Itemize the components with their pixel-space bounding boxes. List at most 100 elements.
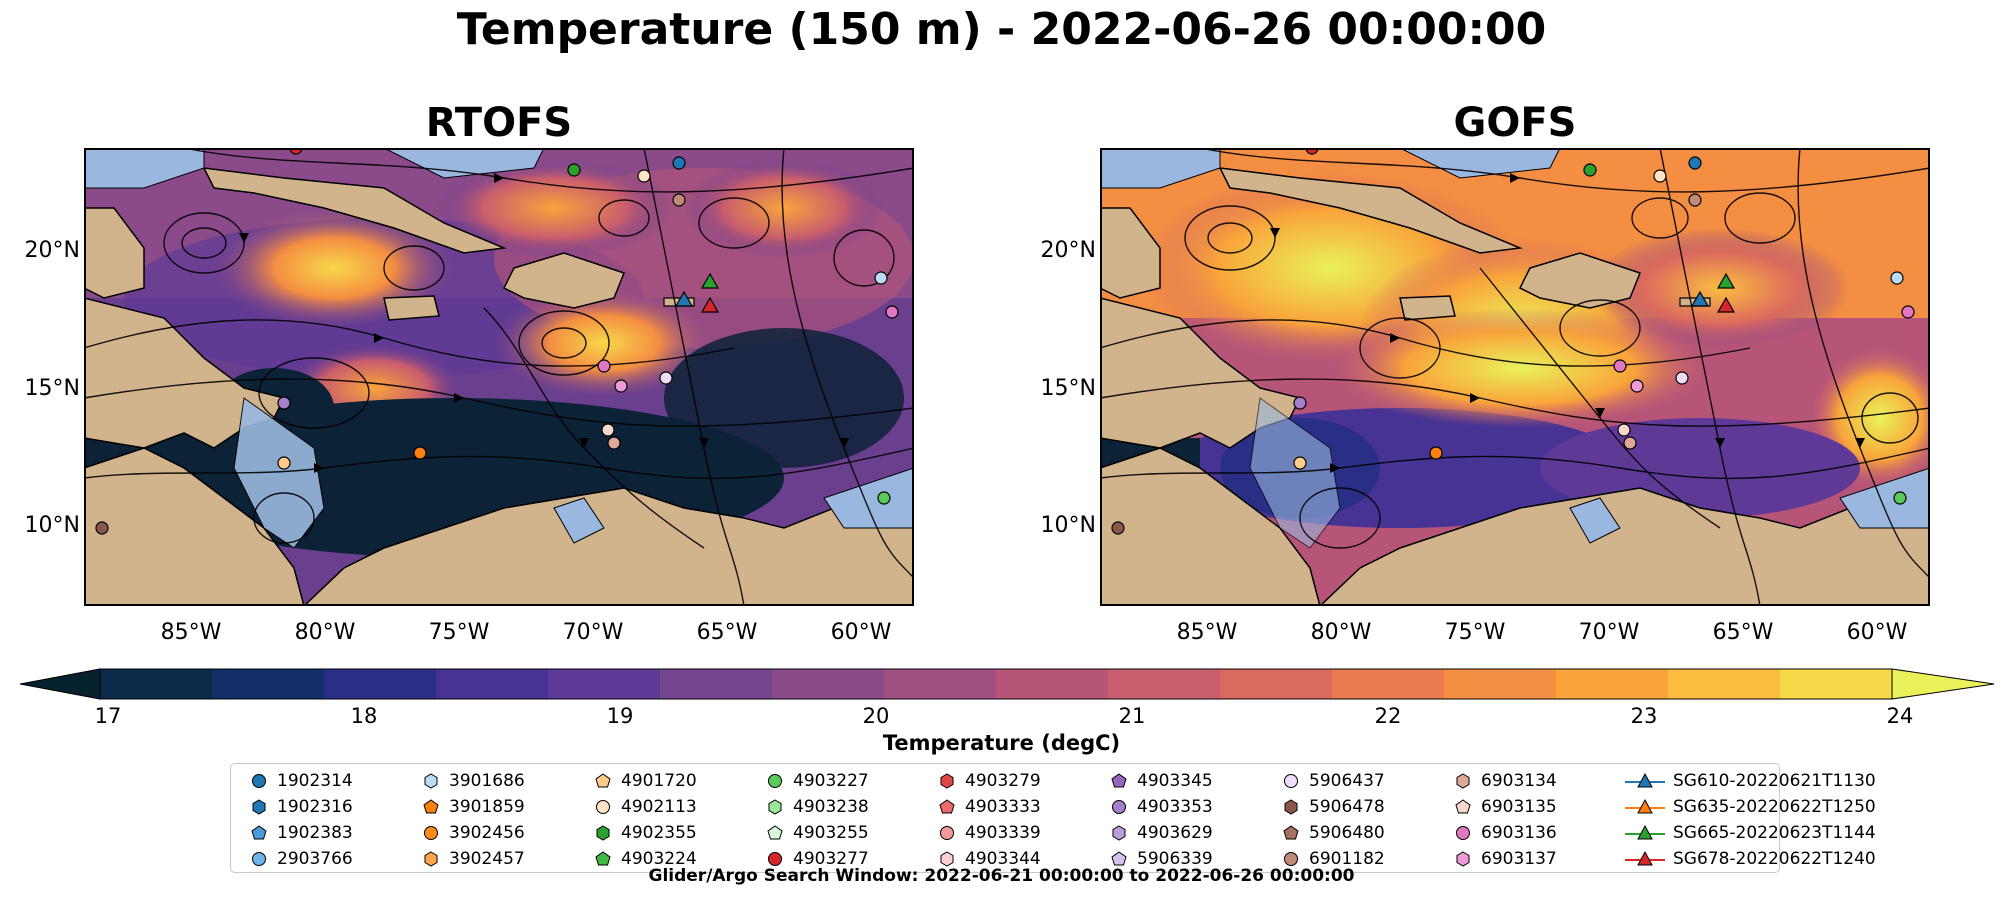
legend: 1902314 1902316 1902383 2903766 3901686 39018… [230, 763, 1876, 873]
colorbar-segment [212, 669, 325, 699]
pentagon-marker-icon [1109, 849, 1137, 869]
colorbar-tick-17: 17 [94, 704, 122, 728]
legend-item-label: 4903345 [1137, 771, 1213, 791]
legend-item-label: 3901686 [449, 771, 525, 791]
gofs-map-canvas [1100, 148, 1930, 606]
legend-item: 4903255 [765, 820, 869, 846]
legend-item: 4903339 [937, 820, 1041, 846]
pentagon-marker-icon [1281, 823, 1309, 843]
legend-item-label: 4903629 [1137, 823, 1213, 843]
circle-marker-icon [1281, 849, 1309, 869]
gofs-lat-tick-20n: 20°N [1040, 238, 1096, 263]
colorbar-segment [996, 669, 1109, 699]
legend-item: 6903137 [1453, 846, 1557, 872]
legend-item-label: SG635-20220622T1250 [1673, 797, 1876, 817]
legend-item: 4903629 [1109, 820, 1213, 846]
pentagon-marker-icon [1453, 797, 1481, 817]
legend-item: 4903344 [937, 846, 1041, 872]
circle-marker-icon [249, 849, 277, 869]
colorbar-tick-18: 18 [350, 704, 378, 728]
page-title: Temperature (150 m) - 2022-06-26 00:00:0… [456, 4, 1547, 55]
legend-item-label: 4902355 [621, 823, 697, 843]
hexagon-marker-icon [249, 797, 277, 817]
rtofs-lat-tick-15n: 15°N [24, 376, 80, 401]
legend-item-label: 4903238 [793, 797, 869, 817]
hexagon-marker-icon [1453, 771, 1481, 791]
legend-item: 6903135 [1453, 794, 1557, 820]
legend-item: 1902383 [249, 820, 353, 846]
colorbar-tick-19: 19 [606, 704, 634, 728]
legend-item-label: SG610-20220621T1130 [1673, 771, 1876, 791]
colorbar-segment [1780, 669, 1893, 699]
rtofs-lat-tick-10n: 10°N [24, 513, 80, 538]
circle-marker-icon [937, 823, 965, 843]
pentagon-marker-icon [937, 797, 965, 817]
circle-marker-icon [765, 849, 793, 869]
colorbar-segment [772, 669, 885, 699]
legend-item-label: 4901720 [621, 771, 697, 791]
legend-item-label: 4903333 [965, 797, 1041, 817]
colorbar-segment [660, 669, 773, 699]
circle-marker-icon [765, 771, 793, 791]
colorbar-segment [1108, 669, 1221, 699]
colorbar-tick-21: 21 [1118, 704, 1146, 728]
triangle-line-marker-icon [1625, 797, 1673, 817]
colorbar-segment [100, 669, 213, 699]
colorbar-segment [1556, 669, 1669, 699]
legend-item: SG665-20220623T1144 [1625, 820, 1876, 846]
legend-item-label: 6903136 [1481, 823, 1557, 843]
legend-item-label: 6903134 [1481, 771, 1557, 791]
legend-item-label: 6903135 [1481, 797, 1557, 817]
colorbar-outline [99, 668, 1893, 700]
legend-item: 4903279 [937, 768, 1041, 794]
gofs-lon-tick-60w: 60°W [1846, 620, 1908, 645]
pentagon-marker-icon [765, 823, 793, 843]
gofs-map-panel [1100, 148, 1930, 606]
legend-item: 5906437 [1281, 768, 1385, 794]
legend-item-label: SG665-20220623T1144 [1673, 823, 1876, 843]
gofs-lat-tick-15n: 15°N [1040, 376, 1096, 401]
legend-item-label: 3901859 [449, 797, 525, 817]
colorbar-over-extend [1891, 668, 1995, 700]
legend-item: 6903136 [1453, 820, 1557, 846]
rtofs-lat-tick-20n: 20°N [24, 238, 80, 263]
rtofs-lon-tick-75w: 75°W [428, 620, 490, 645]
gofs-lon-tick-65w: 65°W [1712, 620, 1774, 645]
circle-marker-icon [1109, 797, 1137, 817]
legend-item-label: 4903339 [965, 823, 1041, 843]
pentagon-marker-icon [593, 771, 621, 791]
legend-item: 4903345 [1109, 768, 1213, 794]
legend-item: 6901182 [1281, 846, 1385, 872]
legend-item: 5906339 [1109, 846, 1213, 872]
legend-item: 4903224 [593, 846, 697, 872]
colorbar-segment [436, 669, 549, 699]
gofs-lon-tick-80w: 80°W [1310, 620, 1372, 645]
colorbar-segment [548, 669, 661, 699]
legend-item: 4902355 [593, 820, 697, 846]
colorbar-segment [324, 669, 437, 699]
colorbar-tick-23: 23 [1630, 704, 1658, 728]
hexagon-marker-icon [1109, 823, 1137, 843]
circle-marker-icon [421, 823, 449, 843]
legend-item: 3901686 [421, 768, 525, 794]
rtofs-lon-tick-85w: 85°W [160, 620, 222, 645]
circle-marker-icon [1281, 771, 1309, 791]
rtofs-lon-tick-60w: 60°W [830, 620, 892, 645]
legend-item: 3902456 [421, 820, 525, 846]
legend-item: 4903238 [765, 794, 869, 820]
hexagon-marker-icon [421, 849, 449, 869]
legend-item: SG678-20220622T1240 [1625, 846, 1876, 872]
hexagon-marker-icon [593, 823, 621, 843]
colorbar-segment [1332, 669, 1445, 699]
rtofs-map-canvas [84, 148, 914, 606]
hexagon-marker-icon [1453, 849, 1481, 869]
legend-item: 4901720 [593, 768, 697, 794]
gofs-map-title: GOFS [1453, 100, 1577, 146]
legend-item-label: 4903227 [793, 771, 869, 791]
colorbar-segment [884, 669, 997, 699]
colorbar-segment [1220, 669, 1333, 699]
colorbar-segment [1444, 669, 1557, 699]
legend-item-label: 4903224 [621, 849, 697, 869]
legend-item: 1902314 [249, 768, 353, 794]
legend-item-label: 2903766 [277, 849, 353, 869]
